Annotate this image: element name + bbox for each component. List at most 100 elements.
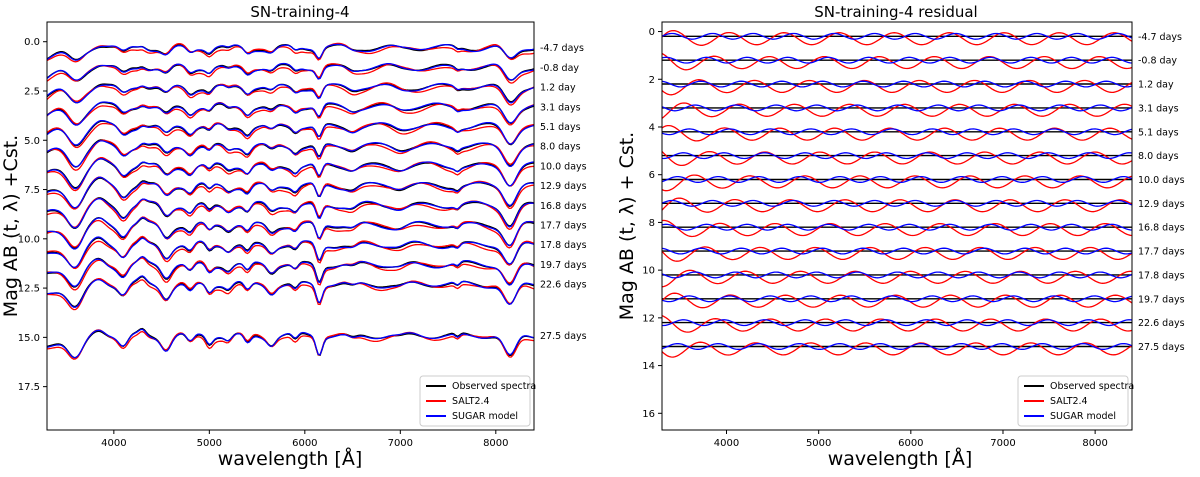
y-tick-label: 2: [649, 75, 655, 86]
series-line-salt2-4: [46, 63, 535, 84]
epoch-label: 3.1 days: [1138, 103, 1179, 114]
epoch-label: 1.2 day: [1138, 80, 1174, 91]
legend-box: [1017, 375, 1129, 427]
epoch-label: -0.8 day: [1138, 56, 1177, 67]
x-axis-label: wavelength [Å]: [828, 447, 973, 470]
y-tick-label: 7.5: [24, 185, 40, 196]
series-line-observed-spectra: [46, 120, 535, 147]
plot-frame: [661, 21, 1133, 431]
y-tick-label: 10: [642, 266, 655, 277]
spectra-curves: [46, 42, 535, 360]
series-line-salt2-4: [46, 157, 535, 192]
series-line-salt2-4: [46, 197, 535, 231]
epoch-label: 22.6 days: [1138, 318, 1185, 329]
legend-label-salt: SALT2.4: [452, 396, 490, 407]
series-line-sugar-model: [46, 275, 535, 308]
y-tick-label: 8: [649, 218, 655, 229]
series-line-salt2-4: [661, 174, 1133, 192]
series-line-sugar-model: [46, 216, 535, 250]
chart-title: SN-training-4: [250, 3, 349, 21]
series-line-sugar-model: [661, 247, 1133, 255]
series-line-sugar-model: [661, 32, 1133, 40]
y-axis-label: Mag AB (t, λ) +Cst.: [0, 135, 22, 317]
series-line-sugar-model: [661, 175, 1133, 183]
legend-label-salt: SALT2.4: [1050, 396, 1088, 407]
y-tick-label: 2.5: [24, 86, 40, 97]
epoch-label: 17.7 days: [540, 221, 587, 232]
legend: Observed spectra SALT2.4 SUGAR model: [1017, 375, 1134, 427]
epoch-label: 10.0 days: [1138, 175, 1185, 186]
x-tick-label: 8000: [1082, 438, 1107, 449]
series-line-salt2-4: [661, 52, 1133, 71]
series-line-salt2-4: [661, 150, 1133, 167]
series-line-salt2-4: [47, 277, 535, 311]
y-tick-label: 6: [649, 170, 655, 181]
residual-panel: SN-training-4 residual 4000 5000 6000 7000 8…: [616, 3, 1185, 470]
series-line-sugar-model: [661, 271, 1133, 279]
series-line-salt2-4: [661, 79, 1133, 96]
series-line-sugar-model: [46, 197, 535, 229]
epoch-labels: -4.7 days -0.8 day 1.2 day 3.1 days 5.1 days…: [540, 43, 587, 342]
series-line-sugar-model: [661, 56, 1133, 64]
y-tick-label: 14: [642, 361, 655, 372]
series-line-sugar-model: [46, 62, 535, 81]
epoch-label: 10.0 days: [540, 161, 587, 172]
y-tick-label: 4: [649, 122, 655, 133]
epoch-label: 5.1 days: [540, 122, 581, 133]
series-line-sugar-model: [661, 128, 1133, 136]
x-tick-label: 5000: [197, 438, 222, 449]
series-line-sugar-model: [46, 158, 535, 190]
y-tick-label: 0.0: [24, 37, 40, 48]
epoch-label: 17.8 days: [1138, 270, 1185, 281]
y-axis-ticks: 0.0 2.5 5.0 7.5 10.0 12.5 15.0 17.5: [18, 37, 47, 393]
epoch-label: -4.7 days: [1138, 32, 1182, 43]
x-tick-label: 8000: [483, 438, 508, 449]
x-tick-label: 6000: [898, 438, 923, 449]
epoch-label: 12.9 days: [1138, 199, 1185, 210]
series-line-salt2-4: [46, 139, 535, 171]
series-line-salt2-4: [46, 42, 535, 63]
series-line-sugar-model: [46, 176, 535, 209]
series-line-salt2-4: [46, 121, 535, 149]
legend-box: [419, 375, 531, 427]
series-line-sugar-model: [46, 43, 535, 61]
series-line-sugar-model: [661, 223, 1133, 231]
x-tick-label: 4000: [714, 438, 739, 449]
legend-label-sugar: SUGAR model: [452, 411, 518, 422]
series-line-salt2-4: [661, 246, 1133, 262]
series-line-observed-spectra: [46, 327, 535, 359]
legend-label-observed: Observed spectra: [1050, 381, 1134, 392]
epoch-label: 19.7 days: [540, 260, 587, 271]
x-tick-label: 7000: [388, 438, 413, 449]
epoch-label: 22.6 days: [540, 280, 587, 291]
y-axis-ticks: 0 2 4 6 8 10 12 14 16: [642, 27, 662, 420]
series-line-sugar-model: [46, 236, 535, 269]
x-tick-label: 5000: [806, 438, 831, 449]
series-line-sugar-model: [662, 319, 1133, 327]
epoch-label: 19.7 days: [1138, 294, 1185, 305]
series-line-sugar-model: [661, 80, 1133, 88]
epoch-label: 1.2 day: [540, 83, 576, 94]
series-line-sugar-model: [661, 152, 1133, 160]
plot-frame: [46, 21, 535, 431]
series-line-salt2-4: [661, 292, 1133, 309]
residual-curves: [661, 29, 1133, 358]
legend-label-sugar: SUGAR model: [1050, 411, 1116, 422]
series-line-salt2-4: [46, 102, 535, 126]
epoch-label: 16.8 days: [1138, 223, 1185, 234]
series-line-sugar-model: [46, 119, 535, 146]
x-axis-label: wavelength [Å]: [218, 447, 363, 470]
epoch-label: 16.8 days: [540, 201, 587, 212]
y-tick-label: 10.0: [18, 234, 40, 245]
series-line-sugar-model: [661, 199, 1133, 207]
series-line-sugar-model: [46, 101, 535, 126]
epoch-label: 17.8 days: [540, 240, 587, 251]
y-axis-label: Mag AB (t, λ) + Cst.: [616, 132, 638, 320]
series-line-salt2-4: [46, 82, 535, 106]
series-line-sugar-model: [661, 295, 1133, 303]
epoch-labels: -4.7 days -0.8 day 1.2 day 3.1 days 5.1 days…: [1138, 32, 1185, 353]
epoch-label: 3.1 days: [540, 102, 581, 113]
y-tick-label: 5.0: [24, 136, 40, 147]
x-tick-label: 6000: [292, 438, 317, 449]
